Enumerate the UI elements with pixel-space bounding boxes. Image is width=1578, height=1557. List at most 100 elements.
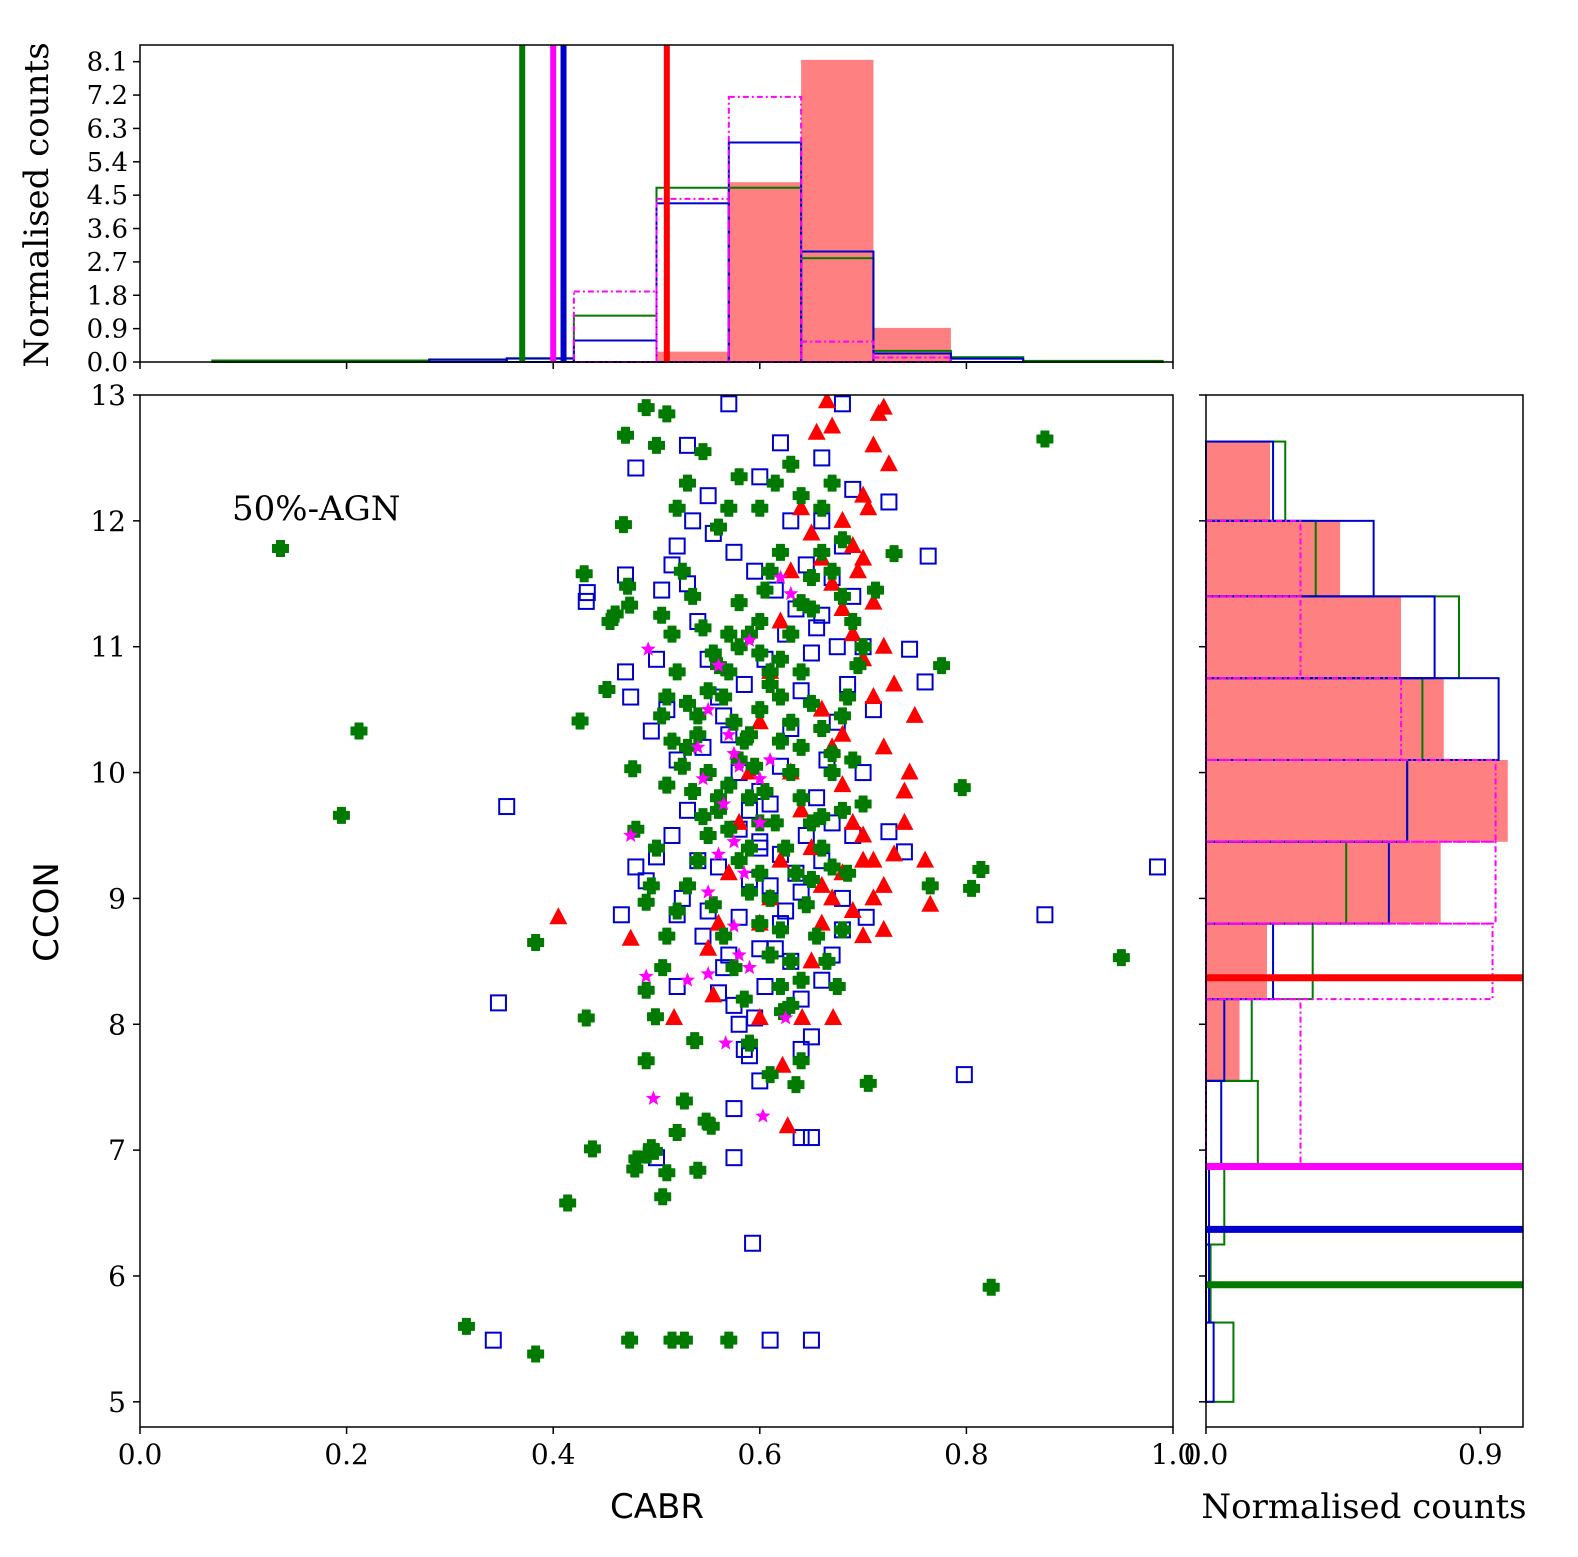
square-point: [880, 823, 898, 841]
top-filled-bar: [801, 59, 874, 362]
triangle-point: [879, 454, 898, 472]
main-xtick-label: 1.0: [1151, 1438, 1196, 1471]
main-ytick-label: 10: [90, 757, 126, 790]
plus-point: [678, 474, 696, 492]
plus-point: [668, 499, 686, 517]
star-point: [700, 965, 716, 981]
star-point: [710, 657, 727, 673]
star-point: [700, 884, 716, 899]
square-point: [694, 927, 712, 945]
main-ytick-label: 6: [108, 1260, 126, 1293]
top-ytick-label: 5.4: [87, 148, 128, 178]
square-point: [684, 512, 702, 530]
plus-point: [802, 568, 820, 586]
plus-point: [527, 933, 545, 951]
plus-point: [792, 738, 810, 756]
square-point: [751, 468, 769, 486]
plus-point: [766, 474, 784, 492]
plus-point: [953, 779, 971, 797]
plus-point: [933, 657, 951, 675]
square-point: [725, 543, 743, 561]
triangle-point: [874, 919, 893, 937]
triangle-point: [812, 699, 831, 717]
main-xtick-label: 0.0: [118, 1438, 163, 1471]
top-ytick-label: 0.0: [87, 348, 128, 378]
square-point: [756, 978, 774, 996]
right-filled-bar: [1206, 759, 1508, 842]
triangle-point: [864, 592, 883, 610]
right-filled-bar: [1206, 520, 1341, 597]
plus-point: [654, 959, 672, 977]
plus-point: [963, 879, 981, 897]
plus-point: [813, 720, 831, 738]
main-ytick-label: 13: [90, 379, 126, 412]
square-point: [792, 1129, 810, 1147]
square-point: [663, 826, 681, 844]
plus-point: [646, 1008, 664, 1026]
main-xtick-label: 0.2: [324, 1438, 369, 1471]
plus-point: [833, 707, 851, 725]
plus-point: [771, 688, 789, 706]
plus-point: [606, 605, 624, 623]
triangle-point: [704, 985, 723, 1003]
star-point: [695, 770, 711, 786]
square-point: [864, 701, 882, 719]
plus-point: [654, 1188, 672, 1206]
triangle-point: [885, 844, 904, 862]
plus-point: [663, 732, 681, 750]
triangle-point: [843, 536, 862, 554]
plus-point: [751, 701, 769, 719]
plus-point: [699, 682, 717, 700]
star-point: [690, 739, 706, 754]
plus-point: [792, 971, 810, 989]
plus-point: [756, 581, 774, 599]
plus-point: [854, 795, 872, 813]
top-ytick-label: 0.9: [87, 315, 128, 345]
square-point: [627, 858, 645, 876]
square-point: [699, 487, 717, 505]
plus-point: [982, 1278, 1000, 1296]
plus-point: [844, 613, 862, 631]
square-point: [880, 493, 898, 511]
triangle-point: [864, 435, 883, 453]
square-point: [802, 1129, 820, 1147]
plus-point: [720, 776, 738, 794]
plus-point: [797, 896, 815, 914]
square-point: [916, 673, 934, 691]
triangle-point: [792, 800, 811, 818]
plus-point: [614, 516, 632, 534]
plus-point: [766, 814, 784, 832]
plus-point: [653, 707, 671, 725]
plus-point: [653, 606, 671, 624]
plus-point: [782, 952, 800, 970]
triangle-point: [750, 1007, 769, 1025]
main-frame: [139, 394, 1174, 1428]
right-step-bin: [1205, 1079, 1259, 1167]
star-point: [731, 947, 747, 962]
plus-point: [885, 545, 903, 563]
triangle-point: [665, 1007, 684, 1025]
square-point: [844, 480, 862, 498]
square-point: [642, 722, 660, 740]
plus-point: [694, 619, 712, 637]
plus-point: [787, 1076, 805, 1094]
square-point: [668, 978, 686, 996]
plus-point: [771, 650, 789, 668]
plus-point: [571, 712, 589, 730]
plus-point: [678, 694, 696, 712]
main-ytick-label: 5: [108, 1386, 126, 1419]
plus-point: [637, 1052, 655, 1070]
star-point: [679, 972, 696, 987]
plus-point: [833, 801, 851, 819]
plus-point: [740, 883, 758, 901]
triangle-point: [895, 812, 914, 830]
right-step-bin: [1205, 519, 1302, 598]
triangle-point: [864, 687, 883, 705]
plus-point: [694, 443, 712, 461]
triangle-point: [824, 1007, 843, 1025]
top-step-bin: [572, 290, 658, 363]
scatter-points: [271, 395, 1167, 1363]
plus-point: [673, 757, 691, 775]
triangle-point: [843, 901, 862, 918]
triangle-point: [802, 951, 821, 969]
